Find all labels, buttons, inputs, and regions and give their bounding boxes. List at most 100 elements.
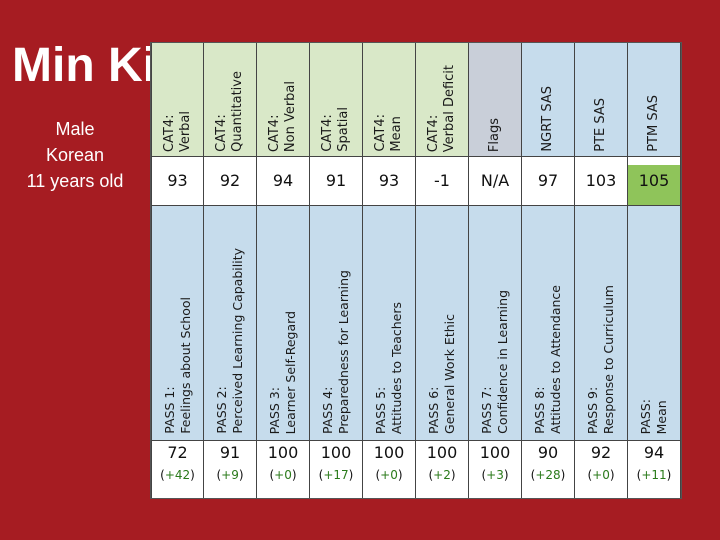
pass-header: PASS 4: Preparedness for Learning [310,205,362,441]
score-column: PTM SAS 105 PASS: Mean 94 (+11) [628,43,681,498]
score-value-text: 103 [585,171,617,190]
pass-value: 92 [590,443,612,462]
pass-header-label: PASS 9: Response to Curriculum [585,284,616,434]
pass-value: 94 [643,443,665,462]
pass-header-label: PASS 8: Attitudes to Attendance [532,285,563,434]
column-header: CAT4: Quantitative [204,43,256,157]
pass-value: 72 [167,443,188,462]
score-value: -1 [416,165,468,205]
score-value-text: 94 [272,171,294,190]
student-info: Male Korean 11 years old [0,116,150,194]
pass-header-label: PASS: Mean [638,398,669,434]
pass-header-label: PASS 5: Attitudes to Teachers [373,301,404,434]
pass-header: PASS 2: Perceived Learning Capability [204,205,256,441]
column-header: Flags [469,43,521,157]
pass-header: PASS: Mean [628,205,680,441]
pass-change: (+28) [530,468,566,482]
pass-value: 100 [373,443,405,462]
pass-change: (+11) [636,468,672,482]
score-column: CAT4: Non Verbal 94 PASS 3: Learner Self-R… [257,43,310,498]
score-column: PTE SAS 103 PASS 9: Response to Curriculum… [575,43,628,498]
score-column: NGRT SAS 97 PASS 8: Attitudes to Attendanc… [522,43,575,498]
pass-change: (+3) [481,468,509,482]
column-header-label: CAT4: Non Verbal [267,80,298,152]
pass-value: 91 [219,443,241,462]
column-header-label: CAT4: Verbal Deficit [426,64,457,152]
score-value: 105 [628,165,680,205]
pass-header: PASS 9: Response to Curriculum [575,205,627,441]
score-value-text: -1 [434,171,450,190]
score-value: 91 [310,165,362,205]
pass-change-value: +9 [221,468,239,482]
column-header-label: Flags [487,117,502,152]
score-value-text: 97 [537,171,559,190]
column-header-label: CAT4: Quantitative [214,71,245,152]
pass-header: PASS 5: Attitudes to Teachers [363,205,415,441]
score-value-text: 91 [325,171,347,190]
column-header: CAT4: Non Verbal [257,43,309,157]
scores-panel: CAT4: Verbal 93 PASS 1: Feelings about Sch… [150,42,682,499]
pass-change-value: +0 [380,468,398,482]
pass-value: 100 [426,443,458,462]
pass-header: PASS 8: Attitudes to Attendance [522,205,574,441]
pass-change-value: +0 [592,468,610,482]
score-value: N/A [469,165,521,205]
pass-header-label: PASS 1: Feelings about School [161,297,193,434]
column-header: PTE SAS [575,43,627,157]
score-value-text: 93 [167,171,188,190]
column-header: CAT4: Verbal Deficit [416,43,468,157]
pass-change: (+9) [216,468,244,482]
score-value-text: N/A [480,171,510,190]
pass-header: PASS 7: Confidence in Learning [469,205,521,441]
column-header: CAT4: Verbal [152,43,203,157]
score-value-text: 105 [638,171,670,190]
column-header-label: NGRT SAS [540,86,555,152]
score-value-text: 92 [219,171,241,190]
score-column: CAT4: Verbal Deficit -1 PASS 6: General Wo… [416,43,469,498]
score-value-text: 93 [378,171,400,190]
pass-value: 100 [320,443,352,462]
score-value: 93 [363,165,415,205]
student-gender: Male [55,119,95,139]
column-header: CAT4: Spatial [310,43,362,157]
pass-change: (+0) [375,468,403,482]
pass-header-label: PASS 7: Confidence in Learning [479,290,510,434]
pass-value: 100 [479,443,511,462]
column-header: PTM SAS [628,43,680,157]
column-header: NGRT SAS [522,43,574,157]
pass-change: (+0) [587,468,615,482]
student-age: 11 years old [26,171,124,191]
pass-change-value: +17 [323,468,349,482]
score-column: CAT4: Mean 93 PASS 5: Attitudes to Teacher… [363,43,416,498]
score-column: CAT4: Spatial 91 PASS 4: Preparedness for … [310,43,363,498]
pass-change-value: +0 [274,468,292,482]
pass-change-value: +2 [433,468,451,482]
column-header-label: PTE SAS [593,98,608,152]
pass-change-value: +3 [486,468,504,482]
pass-header: PASS 1: Feelings about School [152,205,203,441]
column-header-label: CAT4: Spatial [320,107,351,152]
pass-header: PASS 3: Learner Self-Regard [257,205,309,441]
score-value: 97 [522,165,574,205]
pass-change: (+42) [160,468,195,482]
column-header: CAT4: Mean [363,43,415,157]
pass-header-label: PASS 6: General Work Ethic [426,314,457,434]
pass-change-value: +42 [164,468,191,482]
score-column: CAT4: Quantitative 92 PASS 2: Perceived Le… [204,43,257,498]
score-column: Flags N/A PASS 7: Confidence in Learning 10… [469,43,522,498]
pass-change: (+17) [318,468,354,482]
column-header-label: CAT4: Mean [373,114,404,152]
pass-change-value: +28 [535,468,561,482]
pass-header-label: PASS 2: Perceived Learning Capability [214,248,245,434]
pass-header: PASS 6: General Work Ethic [416,205,468,441]
pass-value: 100 [267,443,299,462]
pass-header-label: PASS 3: Learner Self-Regard [267,310,298,434]
student-name: Min Ki [12,39,156,92]
student-ethnicity: Korean [45,145,105,165]
score-value: 103 [575,165,627,205]
pass-change-value: +11 [641,468,667,482]
column-header-label: PTM SAS [646,95,661,152]
score-value: 92 [204,165,256,205]
score-value: 94 [257,165,309,205]
column-header-label: CAT4: Verbal [161,110,193,152]
